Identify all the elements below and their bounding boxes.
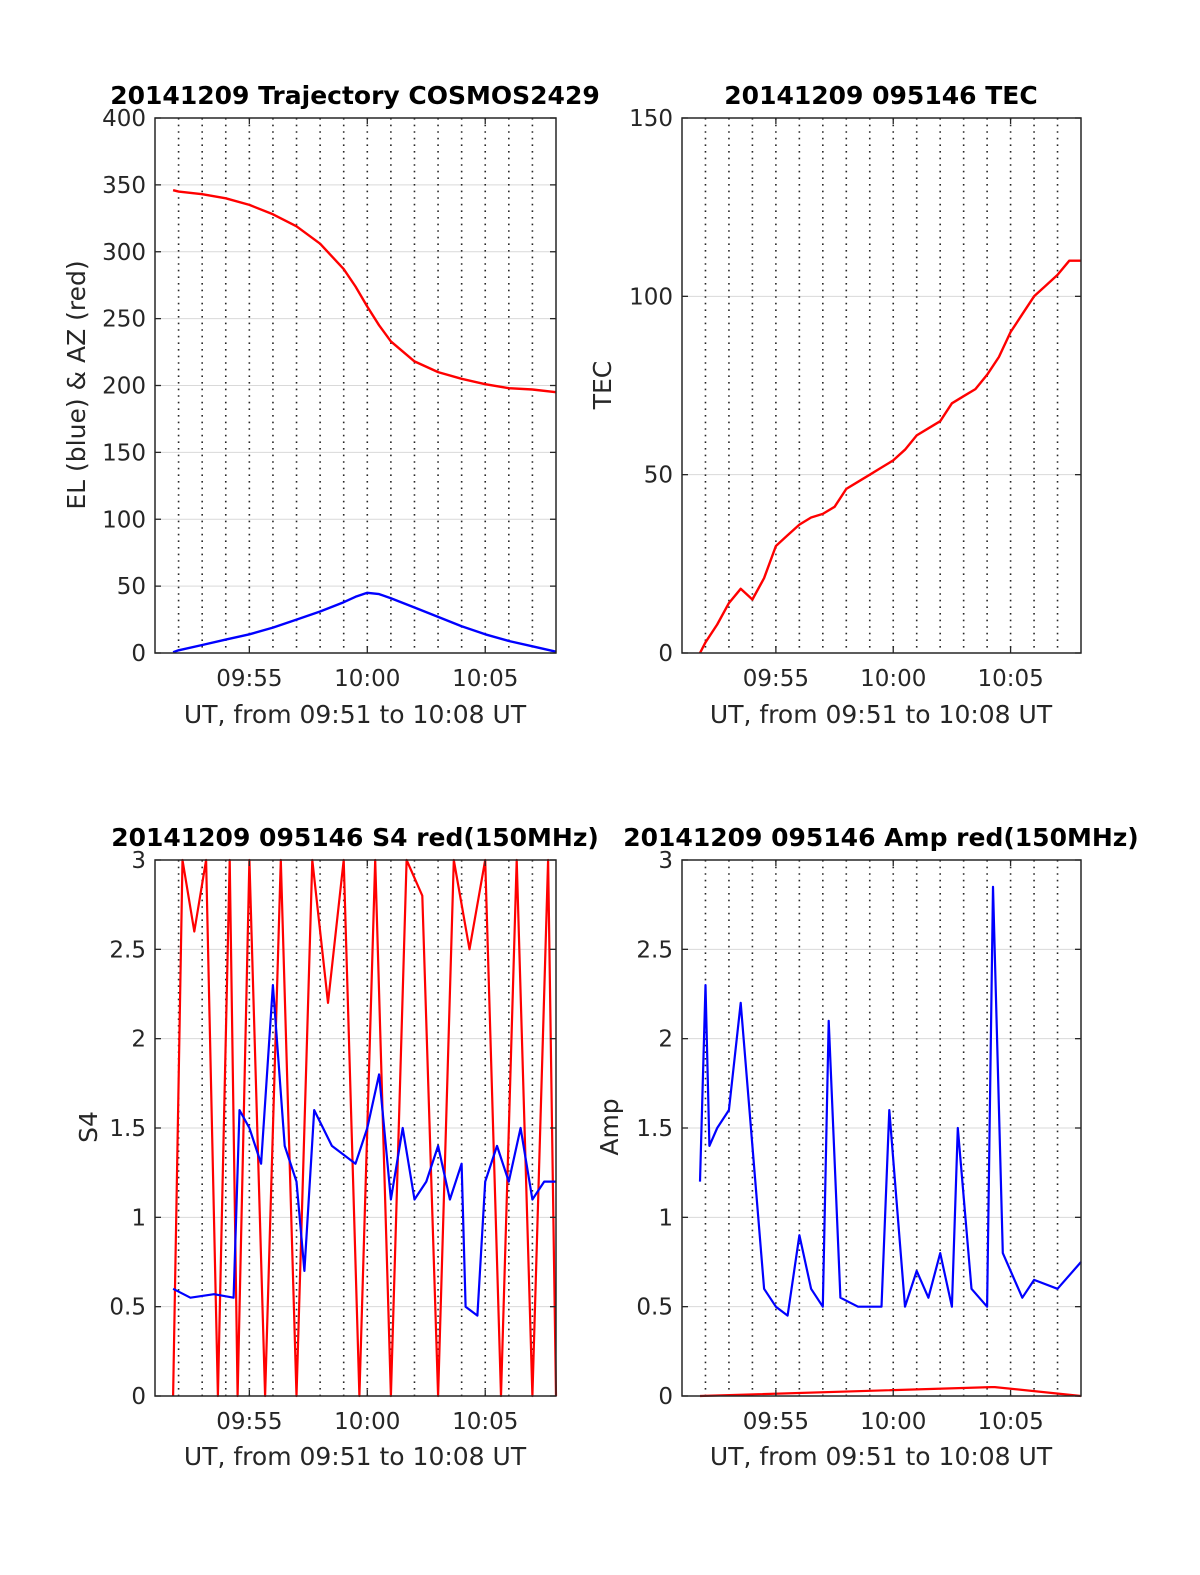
- trajectory-title: 20141209 Trajectory COSMOS2429: [110, 81, 600, 110]
- tec-xtick-label: 10:00: [860, 666, 926, 692]
- amp-xtick-label: 10:00: [860, 1409, 926, 1435]
- amp-ytick-label: 3: [658, 848, 673, 874]
- amp-series-1-line: [698, 885, 1082, 1317]
- tec-xtick-label: 09:55: [743, 666, 809, 692]
- tec-ytick-label: 100: [629, 284, 673, 310]
- trajectory-ytick-label: 150: [102, 440, 146, 466]
- s4-xtick-label: 09:55: [216, 1409, 282, 1435]
- amp-series-0-line: [699, 1385, 1082, 1398]
- tec-xlabel: UT, from 09:51 to 10:08 UT: [710, 700, 1053, 729]
- tec-ytick-label: 50: [644, 463, 673, 489]
- trajectory-series-1-line: [172, 591, 557, 654]
- tec-ytick-label: 150: [629, 106, 673, 132]
- trajectory-xtick-label: 09:55: [216, 666, 282, 692]
- trajectory-ytick-label: 100: [102, 507, 146, 533]
- trajectory-ylabel: EL (blue) & AZ (red): [62, 260, 91, 509]
- s4-chart: 20141209 095146 S4 red(150MHz) S4 UT, fr…: [74, 823, 599, 1471]
- tec-grid: [682, 117, 1081, 654]
- amp-ytick-label: 0.5: [636, 1295, 673, 1321]
- tec-chart: 20141209 095146 TEC TEC UT, from 09:51 t…: [588, 81, 1082, 729]
- trajectory-xtick-label: 10:00: [334, 666, 400, 692]
- s4-xtick-label: 10:05: [452, 1409, 518, 1435]
- trajectory-xlabel: UT, from 09:51 to 10:08 UT: [184, 700, 527, 729]
- tec-series-0-line: [698, 259, 1081, 654]
- trajectory-xtick-label: 10:05: [452, 666, 518, 692]
- trajectory-ytick-label: 400: [102, 106, 146, 132]
- tec-ytick-label: 0: [658, 641, 673, 667]
- amp-grid: [682, 859, 1081, 1397]
- tec-plot-frame: [681, 117, 1082, 654]
- s4-ytick-label: 0.5: [109, 1295, 146, 1321]
- tec-xtick-label: 10:05: [977, 666, 1043, 692]
- s4-ytick-label: 3: [131, 848, 146, 874]
- trajectory-chart: 20141209 Trajectory COSMOS2429 EL (blue)…: [62, 81, 600, 729]
- trajectory-ytick-label: 50: [117, 574, 146, 600]
- trajectory-series-0-line: [172, 189, 557, 394]
- amp-title: 20141209 095146 Amp red(150MHz): [623, 823, 1139, 852]
- amp-ytick-label: 1.5: [636, 1116, 673, 1142]
- s4-ylabel: S4: [74, 1111, 103, 1143]
- trajectory-ytick-label: 350: [102, 173, 146, 199]
- s4-xlabel: UT, from 09:51 to 10:08 UT: [184, 1442, 527, 1471]
- amp-xtick-label: 09:55: [743, 1409, 809, 1435]
- s4-series-0-line: [172, 858, 558, 1398]
- tec-title: 20141209 095146 TEC: [724, 81, 1037, 110]
- amp-ytick-label: 1: [658, 1205, 673, 1231]
- trajectory-ytick-label: 0: [131, 641, 146, 667]
- s4-ytick-label: 2: [131, 1027, 146, 1053]
- s4-ytick-label: 1.5: [109, 1116, 146, 1142]
- amp-xlabel: UT, from 09:51 to 10:08 UT: [710, 1442, 1053, 1471]
- s4-title: 20141209 095146 S4 red(150MHz): [111, 823, 599, 852]
- s4-series-1-line: [172, 983, 556, 1317]
- trajectory-ytick-label: 200: [102, 374, 146, 400]
- tec-ylabel: TEC: [588, 361, 617, 411]
- s4-ytick-label: 0: [131, 1384, 146, 1410]
- trajectory-ytick-label: 250: [102, 307, 146, 333]
- amp-ytick-label: 2.5: [636, 937, 673, 963]
- s4-xtick-label: 10:00: [334, 1409, 400, 1435]
- trajectory-ytick-label: 300: [102, 240, 146, 266]
- s4-ytick-label: 1: [131, 1205, 146, 1231]
- s4-ytick-label: 2.5: [109, 937, 146, 963]
- amp-ylabel: Amp: [595, 1098, 624, 1155]
- amp-ytick-label: 2: [658, 1027, 673, 1053]
- amp-ytick-label: 0: [658, 1384, 673, 1410]
- amp-xtick-label: 10:05: [977, 1409, 1043, 1435]
- amp-chart: 20141209 095146 Amp red(150MHz) Amp UT, …: [595, 823, 1139, 1471]
